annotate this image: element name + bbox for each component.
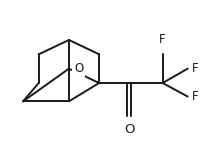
Text: O: O	[124, 123, 135, 136]
Text: F: F	[159, 33, 166, 46]
Text: F: F	[191, 90, 198, 103]
Text: F: F	[191, 62, 198, 75]
Text: O: O	[74, 62, 83, 75]
